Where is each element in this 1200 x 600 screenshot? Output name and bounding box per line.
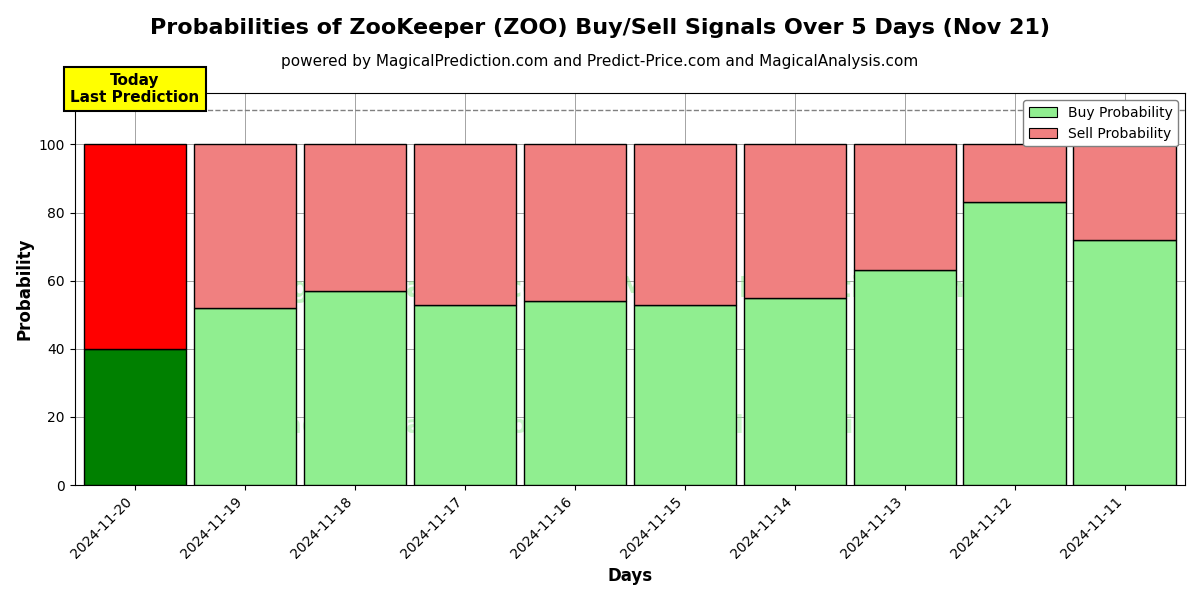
Bar (964, 202, 1066, 485)
Text: powered by MagicalPrediction.com and Predict-Price.com and MagicalAnalysis.com: powered by MagicalPrediction.com and Pre… (281, 54, 919, 69)
Bar (1074, 145, 1176, 240)
Text: Today
Last Prediction: Today Last Prediction (71, 73, 199, 105)
Bar (744, 298, 846, 485)
Bar (304, 291, 406, 485)
Bar (84, 349, 186, 485)
Bar (853, 145, 955, 271)
Bar (853, 271, 955, 485)
Y-axis label: Probability: Probability (16, 238, 34, 340)
Text: Probabilities of ZooKeeper (ZOO) Buy/Sell Signals Over 5 Days (Nov 21): Probabilities of ZooKeeper (ZOO) Buy/Sel… (150, 18, 1050, 38)
Bar (414, 145, 516, 305)
Bar (523, 301, 626, 485)
Text: MagicalPrediction.com: MagicalPrediction.com (618, 275, 974, 303)
Bar (304, 145, 406, 291)
Text: MagicalAnalysis.com: MagicalAnalysis.com (245, 275, 571, 303)
Bar (84, 145, 186, 349)
X-axis label: Days: Days (607, 567, 653, 585)
Bar (1074, 240, 1176, 485)
Bar (194, 308, 296, 485)
Bar (634, 145, 736, 305)
Text: MagicalPrediction.com: MagicalPrediction.com (636, 415, 958, 439)
Bar (634, 305, 736, 485)
Text: MagicalAnalysis.com: MagicalAnalysis.com (260, 415, 554, 439)
Bar (194, 145, 296, 308)
Bar (523, 145, 626, 301)
Legend: Buy Probability, Sell Probability: Buy Probability, Sell Probability (1024, 100, 1178, 146)
Bar (414, 305, 516, 485)
Bar (964, 145, 1066, 202)
Bar (744, 145, 846, 298)
